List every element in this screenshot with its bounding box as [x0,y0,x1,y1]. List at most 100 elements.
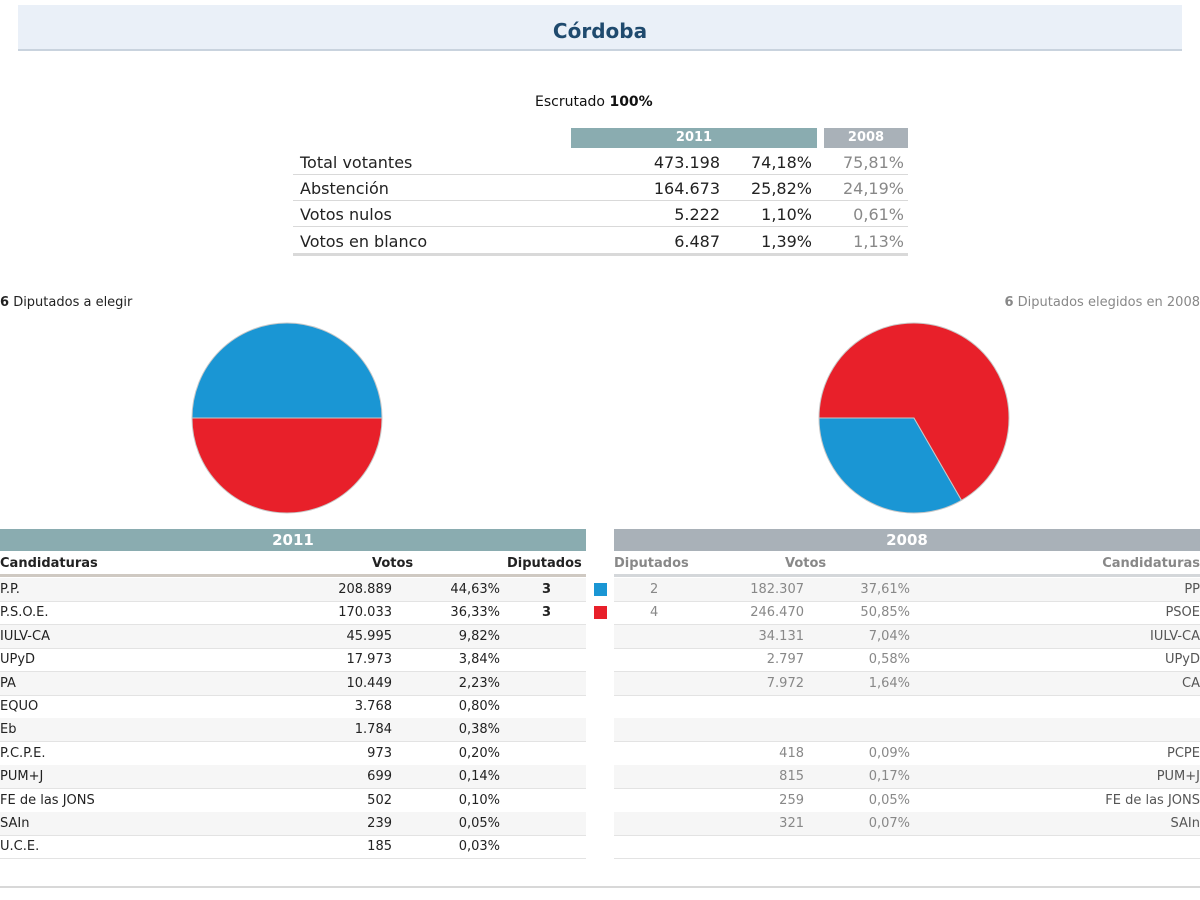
result-row-2008 [614,695,1200,719]
party-name-2011: UPyD [0,652,36,668]
party-name-2008: IULV-CA [1150,628,1200,644]
party-name-2011: IULV-CA [0,628,50,644]
pct-2008: 0,07% [868,816,910,831]
pct-2011: 0,80% [458,699,500,714]
summary-label: Abstención [300,179,389,199]
summary-votes-2011: 164.673 [653,179,720,199]
summary-label: Votos nulos [300,205,392,225]
party-name-2008: PP [1184,582,1200,597]
results-header-2011: 2011 [0,529,586,551]
results-2008-header-divider [614,574,1200,577]
votes-2011: 170.033 [338,605,392,621]
pct-2011: 3,84% [458,652,500,668]
summary-label: Total votantes [300,153,413,172]
result-row-2011: EQUO 3.768 0,80% [0,695,586,719]
result-row-2008: 2 182.307 37,61% PP [614,578,1200,602]
pie-chart-2008 [818,322,1010,514]
pie-slice-2011-pp [191,322,383,419]
party-name-2011: P.C.P.E. [0,745,46,761]
seats-elected-2008-label: 6 Diputados elegidos en 2008 [1004,295,1200,310]
pct-2008: 0,05% [868,792,910,808]
pct-2011: 0,03% [458,839,500,855]
col-votos-2011: Votos [372,556,414,571]
col-diputados-2011: Diputados [507,556,582,571]
party-name-2011: PA [0,675,16,691]
summary-pct-2008: 75,81% [842,153,904,172]
party-name-2008: PUM+J [1156,769,1200,785]
scrutiny-status: Escrutado 100% [535,94,653,110]
votes-2011: 699 [367,769,392,785]
votes-2011: 973 [367,745,392,761]
result-row-2008: 7.972 1,64% CA [614,671,1200,696]
pct-2011: 0,05% [458,816,500,831]
result-row-2008: 259 0,05% FE de las JONS [614,789,1200,813]
party-name-2008: FE de las JONS [1105,792,1200,808]
summary-votes-2011: 6.487 [674,231,720,251]
result-row-2011: FE de las JONS 502 0,10% [0,789,586,813]
votes-2008: 2.797 [766,652,804,668]
header-bar: Córdoba [18,5,1182,51]
party-name-2011: PUM+J [0,769,44,785]
scrutiny-label: Escrutado [535,94,605,110]
summary-pct-2008: 1,13% [853,231,904,251]
party-color-swatch [594,583,607,596]
pct-2008: 0,58% [868,652,910,668]
seats-to-elect-count: 6 [0,295,10,310]
votes-2011: 3.768 [354,699,392,714]
party-name-2011: Eb [0,722,17,738]
seats-elected-2008-text: Diputados elegidos en 2008 [1017,295,1200,310]
result-row-2011: P.C.P.E. 973 0,20% [0,742,586,766]
result-row-2008 [614,835,1200,860]
votes-2011: 10.449 [346,675,393,691]
result-row-2011: UPyD 17.973 3,84% [0,648,586,673]
result-row-2008: 321 0,07% SAIn [614,812,1200,836]
votes-2011: 239 [367,816,392,831]
pie-slice-2008-psoe [818,322,1010,501]
party-name-2011: P.S.O.E. [0,605,49,621]
result-row-2011: P.S.O.E. 170.033 36,33% 3 [0,601,586,626]
summary-header-2008: 2008 [824,128,908,148]
result-row-2008: 2.797 0,58% UPyD [614,648,1200,673]
page-title: Córdoba [552,19,648,43]
pie-slice-2008-pp [818,417,963,514]
votes-2008: 34.131 [758,628,805,644]
seats-2008: 4 [650,605,659,621]
pct-2011: 0,10% [458,792,500,808]
votes-2011: 1.784 [354,722,392,738]
result-row-2008: 815 0,17% PUM+J [614,765,1200,790]
summary-row: Abstención 164.673 25,82% 24,19% [293,174,908,202]
col-diputados-2008: Diputados [614,556,689,571]
summary-pct-2011: 1,39% [761,231,812,251]
summary-pct-2008: 0,61% [853,205,904,225]
seats-2011: 3 [541,582,551,597]
pct-2011: 44,63% [450,582,500,597]
summary-pct-2011: 74,18% [750,153,812,172]
seats-2011: 3 [541,605,551,621]
summary-bottom-divider [293,253,908,256]
result-row-2008: 34.131 7,04% IULV-CA [614,624,1200,649]
result-row-2008 [614,718,1200,743]
party-name-2011: U.C.E. [0,839,40,855]
summary-label: Votos en blanco [300,231,428,251]
result-row-2011: U.C.E. 185 0,03% [0,835,586,860]
votes-2008: 815 [779,769,804,785]
party-name-2011: SAIn [0,816,30,831]
pct-2008: 1,64% [868,675,910,691]
party-name-2008: UPyD [1164,652,1200,668]
pct-2011: 2,23% [458,675,500,691]
party-name-2008: PCPE [1167,745,1200,761]
votes-2011: 45.995 [346,628,393,644]
votes-2008: 321 [779,816,804,831]
result-row-2011: IULV-CA 45.995 9,82% [0,624,586,649]
pct-2011: 0,20% [458,745,500,761]
pie-chart-2011 [191,322,383,514]
col-candidaturas-2008: Candidaturas [1102,556,1200,571]
col-candidaturas-2011: Candidaturas [0,556,98,571]
votes-2008: 246.470 [750,605,804,621]
result-row-2008: 4 246.470 50,85% PSOE [614,601,1200,626]
party-color-swatch [594,606,607,620]
party-name-2011: EQUO [0,699,39,714]
party-name-2008: CA [1182,675,1200,691]
pct-2008: 50,85% [860,605,910,621]
votes-2008: 259 [779,792,804,808]
